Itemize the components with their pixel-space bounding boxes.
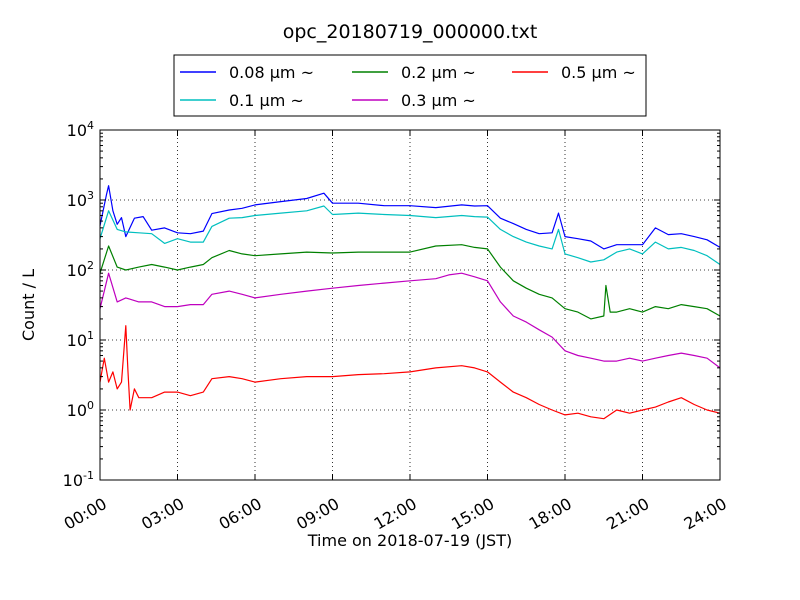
y-tick-base: 10 [67, 401, 87, 420]
y-axis-label: Count / L [19, 269, 38, 341]
y-tick-base: 10 [67, 331, 87, 350]
y-tick-exponent: 2 [87, 259, 94, 272]
legend-label: 0.5 μm ~ [561, 63, 636, 82]
legend-label: 0.2 μm ~ [401, 63, 476, 82]
y-tick-base: 10 [63, 471, 83, 490]
series-line-4 [99, 325, 721, 420]
y-tick-base: 10 [67, 191, 87, 210]
y-tick-exponent: 4 [87, 119, 94, 132]
y-tick-exponent: 0 [87, 399, 94, 412]
y-tick-exponent: 1 [87, 329, 94, 342]
y-tick-label: 103 [67, 189, 94, 210]
y-tick-label: 102 [67, 259, 94, 280]
y-tick-exponent: -1 [83, 469, 94, 482]
series-line-0 [99, 185, 721, 250]
legend: 0.08 μm ~ 0.1 μm ~ 0.2 μm ~ 0.3 μm ~ 0.5 μm … [173, 54, 647, 117]
x-axis-label: Time on 2018-07-19 (JST) [307, 531, 512, 550]
series-line-2 [99, 244, 721, 320]
chart-title: opc_20180719_000000.txt [283, 21, 538, 43]
series-line-3 [99, 272, 721, 369]
y-tick-label: 101 [67, 329, 94, 350]
y-tick-label: 10-1 [63, 469, 94, 490]
y-tick-exponent: 3 [87, 189, 94, 202]
legend-label: 0.08 μm ~ [229, 63, 314, 82]
legend-box [173, 54, 647, 117]
y-tick-label: 104 [67, 119, 94, 140]
legend-label: 0.1 μm ~ [229, 91, 304, 110]
y-tick-base: 10 [67, 121, 87, 140]
y-tick-label: 100 [67, 399, 94, 420]
legend-label: 0.3 μm ~ [401, 91, 476, 110]
series-line-1 [99, 205, 721, 265]
y-tick-base: 10 [67, 261, 87, 280]
series-layer [99, 185, 721, 420]
